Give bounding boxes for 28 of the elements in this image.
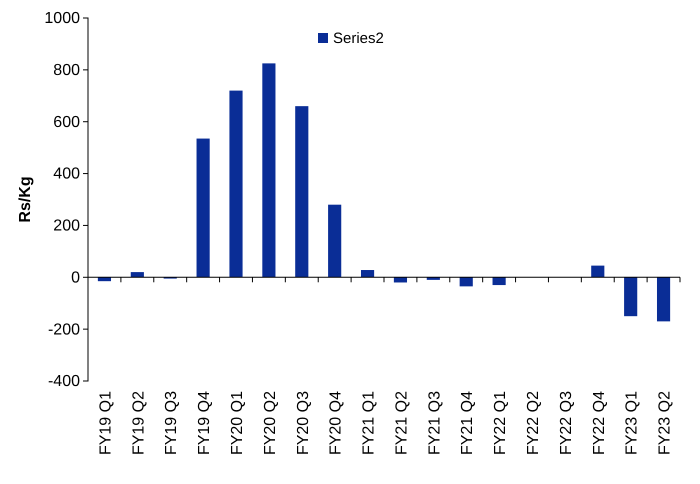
x-tick-label: FY21 Q4 bbox=[459, 390, 476, 456]
x-tick-label: FY19 Q3 bbox=[163, 390, 180, 456]
x-tick-label: FY20 Q4 bbox=[328, 390, 345, 456]
y-tick-label: 0 bbox=[71, 269, 80, 286]
y-tick-label: 1000 bbox=[44, 10, 80, 28]
y-tick-label: 600 bbox=[53, 114, 80, 131]
x-tick-label: FY20 Q3 bbox=[294, 390, 312, 456]
x-tick-label: FY21 Q3 bbox=[426, 390, 444, 456]
y-axis-title: Rs/Kg bbox=[17, 176, 34, 223]
y-tick-label: -200 bbox=[48, 321, 80, 338]
x-tick-label: FY20 Q2 bbox=[262, 390, 279, 456]
y-tick-label: 200 bbox=[53, 218, 80, 235]
x-tick-label: FY23 Q1 bbox=[624, 390, 641, 456]
x-tick-label: FY22 Q3 bbox=[558, 390, 575, 456]
y-tick-label: -400 bbox=[48, 373, 80, 390]
x-tick-label: FY19 Q2 bbox=[130, 390, 148, 456]
x-tick-label: FY19 Q4 bbox=[196, 390, 214, 456]
x-tick-label: FY19 Q1 bbox=[97, 390, 114, 456]
legend-label: Series2 bbox=[333, 30, 384, 47]
y-tick-label: 400 bbox=[53, 166, 80, 183]
x-tick-label: FY20 Q1 bbox=[229, 390, 246, 456]
x-tick-label: FY21 Q2 bbox=[393, 390, 410, 456]
y-tick-label: 800 bbox=[53, 62, 80, 79]
x-tick-label: FY22 Q2 bbox=[525, 390, 542, 456]
x-tick-label: FY22 Q4 bbox=[590, 390, 608, 456]
x-tick-label: FY21 Q1 bbox=[360, 390, 378, 456]
x-tick-label: FY22 Q1 bbox=[492, 390, 510, 456]
x-tick-label: FY23 Q2 bbox=[656, 390, 674, 456]
